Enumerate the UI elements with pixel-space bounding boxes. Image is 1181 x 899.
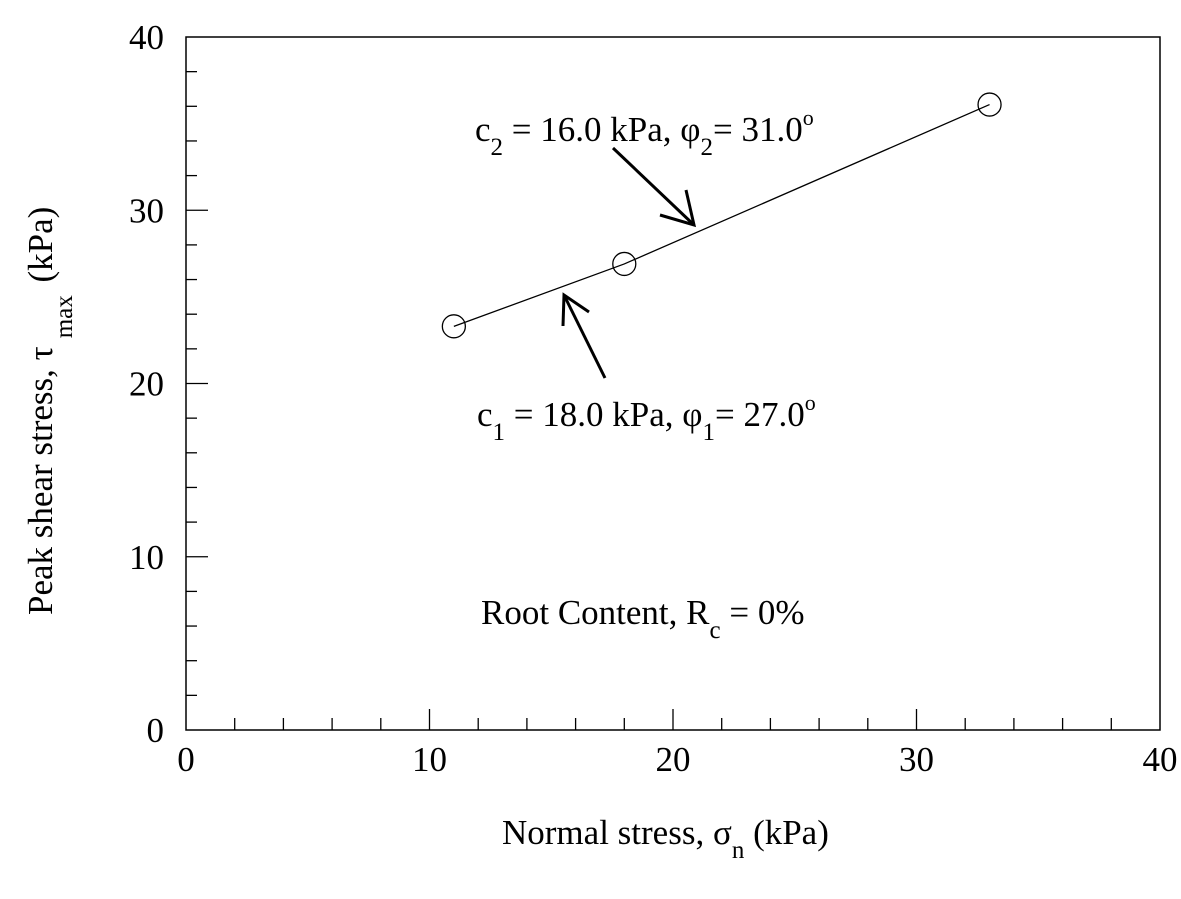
x-tick-label: 0 [177,740,195,779]
data-series [441,92,1002,339]
y-tick-label: 0 [147,711,165,750]
x-tick-label: 30 [899,740,934,779]
y-axis-label: Peak shear stress, τmax (kPa) [21,207,78,615]
x-tick-label: 40 [1143,740,1178,779]
annotation-root-content: Root Content, Rc = 0% [481,593,805,644]
x-tick-label: 20 [656,740,691,779]
annotation-c2: c2 = 16.0 kPa, φ2= 31.0o [475,105,814,161]
series-line [453,103,990,327]
data-point-marker [612,251,637,277]
arrow-c1 [561,292,607,379]
data-point-marker [977,92,1002,117]
x-axis-label: Normal stress, σn (kPa) [502,813,829,864]
axis-tick-labels: 0 10 20 30 40 0 10 20 30 40 [129,18,1178,779]
axis-ticks [186,71,1112,730]
annotation-c1: c1 = 18.0 kPa, φ1= 27.0o [477,390,816,446]
data-point-marker [441,314,467,339]
y-tick-label: 30 [129,191,164,230]
y-tick-label: 40 [129,18,164,57]
x-tick-label: 10 [412,740,447,779]
y-tick-label: 10 [129,538,164,577]
arrow-c2 [611,146,697,228]
y-tick-label: 20 [129,365,164,404]
